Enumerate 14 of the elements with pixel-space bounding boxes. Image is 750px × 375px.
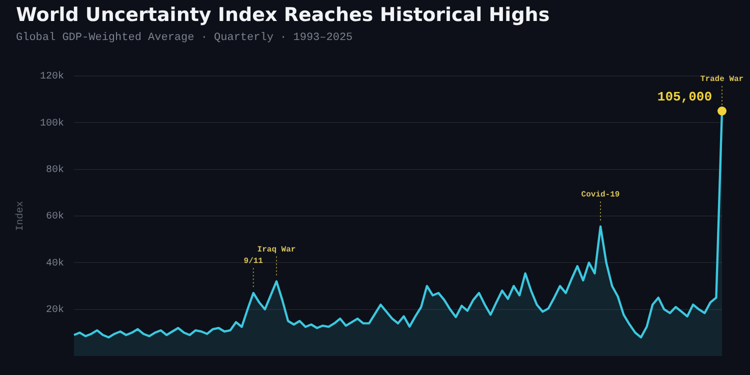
- annotation: Iraq War: [257, 245, 296, 254]
- y-tick-label: 40k: [46, 257, 64, 270]
- annotation: Trade War: [700, 75, 744, 84]
- annotation: Covid-19: [581, 190, 620, 200]
- y-tick-label: 100k: [40, 117, 64, 130]
- chart-title: World Uncertainty Index Reaches Historical Highs: [16, 4, 550, 26]
- y-axis-title: Index: [14, 200, 27, 232]
- annotation: 9/11: [244, 257, 264, 266]
- chart-subtitle: Global GDP-Weighted Average · Quarterly · 1993–2025: [16, 32, 353, 44]
- y-tick-label: 20k: [46, 304, 64, 316]
- data-label: 105,000: [657, 89, 712, 104]
- y-tick-label: 80k: [46, 164, 64, 176]
- y-tick-label: 120k: [40, 70, 64, 83]
- y-tick-label: 60k: [46, 210, 64, 223]
